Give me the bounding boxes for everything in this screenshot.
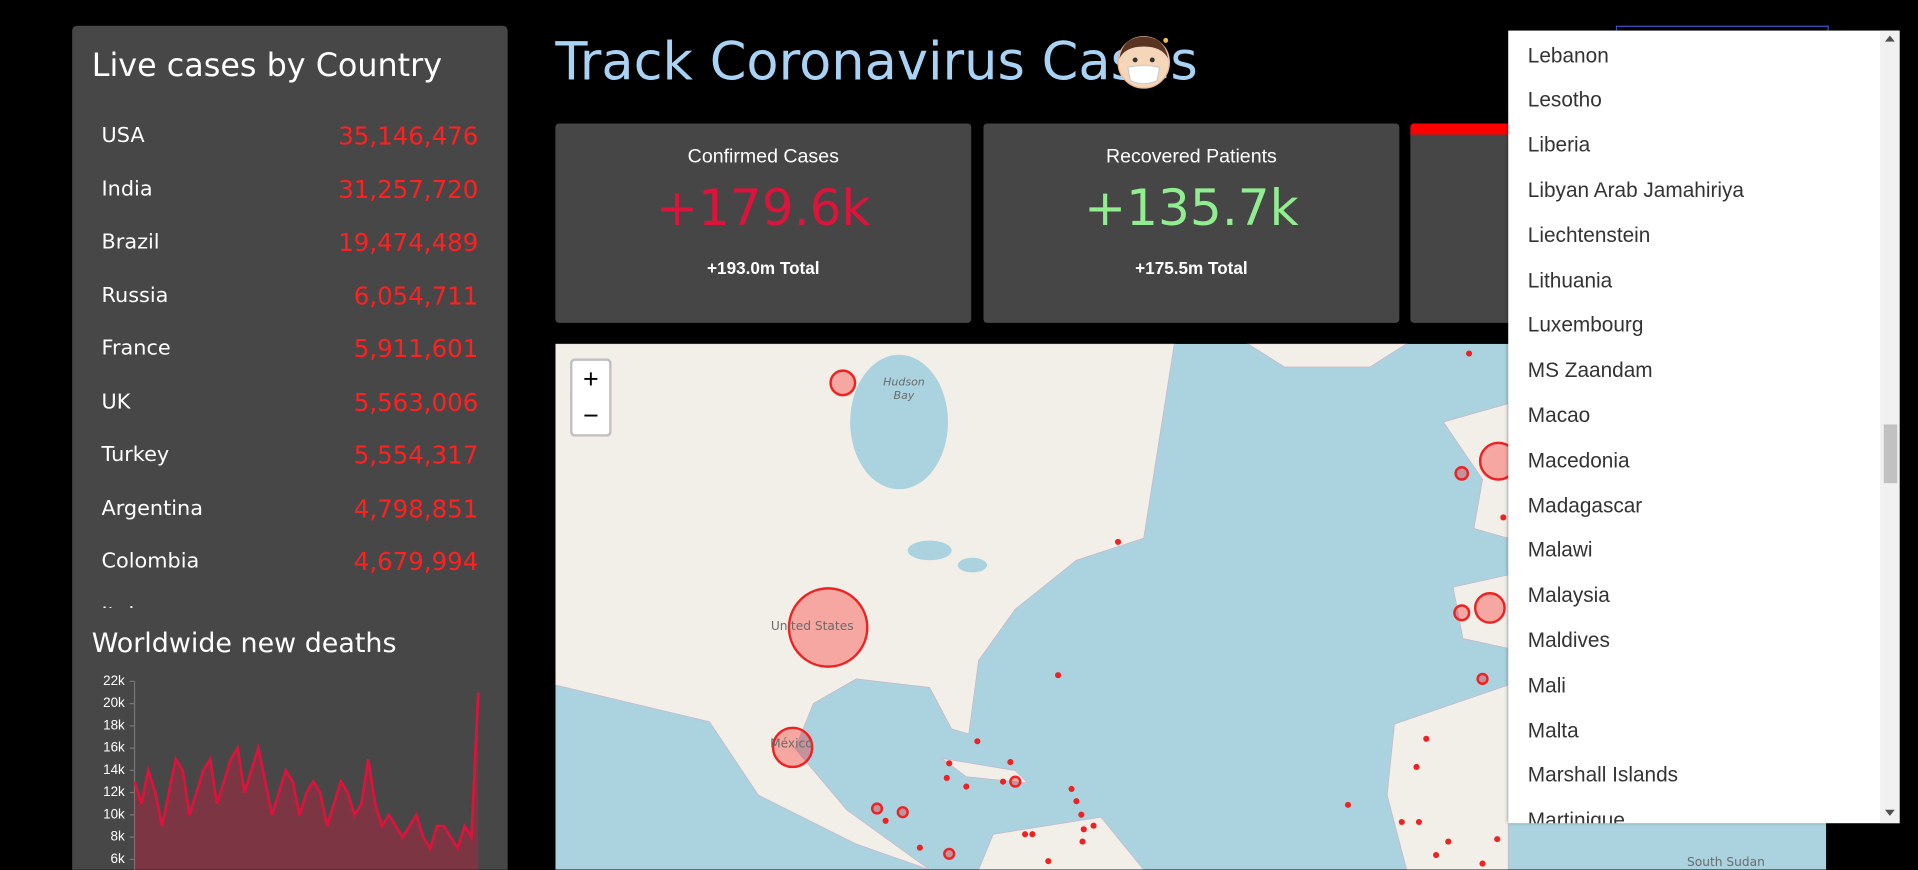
country-list: USA 35,146,476 India 31,257,720 Brazil 19,474… [72, 110, 507, 608]
map-label: Hudson [883, 375, 925, 388]
country-row[interactable]: France 5,911,601 [72, 323, 507, 376]
dropdown-option[interactable]: MS Zaandam [1527, 358, 1653, 382]
country-row[interactable]: UK 5,563,006 [72, 376, 507, 429]
country-cases: 5,563,006 [353, 387, 479, 417]
country-cases: 35,146,476 [338, 121, 479, 151]
y-tick-label: 14k [103, 762, 125, 777]
country-cases: 19,474,489 [338, 227, 479, 257]
map-label: South Sudan [1687, 855, 1765, 869]
stat-card: Recovered Patients +135.7k +175.5m Total [983, 123, 1400, 323]
country-name: Brazil [101, 229, 160, 255]
dropdown-option[interactable]: Malaysia [1527, 583, 1610, 607]
card-total: +175.5m Total [1135, 258, 1248, 278]
country-row[interactable]: Russia 6,054,711 [72, 270, 507, 323]
dropdown-option[interactable]: Lesotho [1527, 88, 1602, 112]
y-tick-label: 16k [103, 740, 125, 755]
country-row[interactable]: Turkey 5,554,317 [72, 429, 507, 482]
case-bubbles[interactable] [771, 369, 1519, 860]
dropdown-option[interactable]: Marshall Islands [1527, 763, 1679, 787]
country-row[interactable]: Colombia 4,679,994 [72, 536, 507, 589]
card-value: +135.7k [1084, 178, 1299, 238]
dropdown-option[interactable]: Malawi [1527, 538, 1593, 562]
deaths-chart: 6k 8k 10k 12k 14k 16k 18k 20k 22k [103, 673, 480, 870]
dropdown-option[interactable]: Macao [1527, 403, 1591, 427]
dropdown-option[interactable]: Madagascar [1527, 493, 1643, 517]
country-name: Italy [102, 602, 147, 608]
dropdown-option[interactable]: Mali [1527, 673, 1566, 697]
dropdown-option[interactable]: Malta [1527, 718, 1579, 742]
y-tick-label: 8k [111, 829, 125, 844]
country-row[interactable]: Italy [72, 589, 507, 608]
sidebar-title: Live cases by Country [91, 47, 443, 85]
dropdown-option[interactable]: Lithuania [1527, 268, 1613, 292]
stat-card: Confirmed Cases +179.6k +193.0m Total [555, 123, 972, 323]
dropdown-option[interactable]: Liberia [1527, 133, 1591, 157]
page-title: Track Coronavirus Cases [555, 31, 1198, 93]
dropdown-option[interactable]: Liechtenstein [1527, 223, 1651, 247]
country-cases: 4,798,851 [353, 493, 479, 523]
country-name: France [101, 336, 171, 361]
card-value: +179.6k [655, 178, 871, 238]
dropdown-option[interactable]: Martinique [1527, 808, 1625, 824]
country-name: Argentina [101, 496, 203, 521]
scroll-up[interactable] [1884, 35, 1895, 42]
select-button[interactable] [1615, 25, 1829, 32]
map-label: United States [771, 619, 854, 633]
country-row[interactable]: Argentina 4,798,851 [72, 483, 507, 536]
zoom-in[interactable]: + [570, 358, 612, 399]
case-dots[interactable] [882, 350, 1507, 867]
inland-water [850, 354, 988, 573]
country-name: Russia [101, 283, 169, 308]
country-cases: 4,679,994 [353, 546, 479, 577]
scrollbar[interactable] [1880, 30, 1900, 824]
country-row[interactable]: Brazil 19,474,489 [72, 217, 507, 270]
area-line [133, 692, 480, 852]
country-cases: 5,911,601 [353, 333, 479, 364]
country-name: UK [101, 389, 131, 415]
zoom-out[interactable]: − [570, 397, 612, 437]
country-row[interactable]: India 31,257,720 [72, 163, 507, 216]
option-list: Lebanon Lesotho Liberia Libyan Arab Jamahir… [1508, 34, 1880, 824]
area-fill [134, 692, 479, 870]
country-name: USA [101, 123, 145, 149]
y-tick-label: 12k [103, 784, 125, 799]
country-dropdown[interactable]: Lebanon Lesotho Liberia Libyan Arab Jamahir… [1508, 30, 1900, 824]
card-total: +193.0m Total [707, 258, 820, 278]
y-tick-label: 22k [103, 673, 125, 688]
scroll-thumb[interactable] [1883, 424, 1898, 484]
y-tick-label: 10k [103, 806, 125, 821]
sidebar: Live cases by Country USA 35,146,476 India… [72, 25, 508, 870]
country-name: India [101, 176, 153, 202]
map-label: Bay [894, 389, 915, 402]
card-label: Recovered Patients [1106, 146, 1277, 168]
country-name: Turkey [101, 442, 170, 468]
y-tick-label: 20k [103, 695, 125, 710]
map-label: México [770, 736, 813, 750]
dropdown-option[interactable]: Macedonia [1527, 448, 1630, 472]
dropdown-option[interactable]: Luxembourg [1527, 313, 1644, 337]
scroll-down[interactable] [1884, 809, 1895, 816]
country-cases: 6,054,711 [353, 280, 479, 311]
country-row[interactable]: USA 35,146,476 [72, 110, 507, 163]
card-label: Confirmed Cases [687, 146, 839, 168]
chart-title: Worldwide new deaths [91, 628, 397, 660]
country-name: Colombia [101, 549, 200, 574]
y-tick-label: 6k [111, 851, 125, 866]
dropdown-option[interactable]: Lebanon [1527, 43, 1609, 67]
country-cases: 31,257,720 [338, 174, 479, 204]
y-tick-label: 18k [103, 717, 125, 732]
mask-emoji [1117, 36, 1171, 89]
dropdown-option[interactable]: Maldives [1527, 628, 1610, 652]
dropdown-option[interactable]: Libyan Arab Jamahiriya [1527, 178, 1744, 202]
country-cases: 5,554,317 [353, 440, 479, 470]
